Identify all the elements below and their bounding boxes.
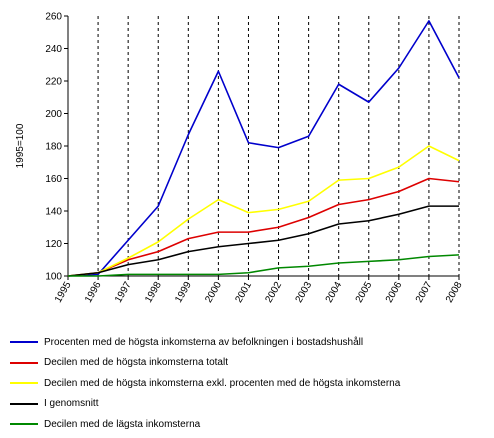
legend: Procenten med de högsta inkomsterna av b… [10,332,490,435]
legend-item-3: Decilen med de högsta inkomsterna exkl. … [10,373,490,394]
y-tick-label: 160 [45,174,62,185]
legend-item-1: Procenten med de högsta inkomsterna av b… [10,332,490,353]
y-tick-label: 140 [45,207,62,218]
series-line-3 [67,145,460,277]
legend-swatch [10,402,38,405]
y-tick-label: 180 [45,142,62,153]
x-tick-label: 2000 [203,280,224,305]
x-tick-label: 2005 [354,280,375,305]
x-tick-label: 1998 [143,280,164,305]
y-tick-label: 220 [45,77,62,88]
legend-label: Decilen med de lägsta inkomsterna [44,418,201,430]
y-tick-label: 100 [45,272,62,283]
x-axis-ticks: 1995 1996 1997 1998 1999 2000 2001 2002 2003 2004… [53,276,465,305]
series-line-5 [68,254,460,277]
y-tick-label: 120 [45,239,62,250]
series-line-1 [67,20,460,277]
axes [67,16,459,277]
x-tick-label: 1996 [83,280,104,305]
x-tick-label: 2004 [324,280,345,305]
x-tick-label: 2003 [294,280,315,305]
x-tick-label: 2007 [414,280,435,305]
y-axis-ticks: 100 120 140 160 180 200 220 240 260 [45,12,68,283]
line-chart: 100 120 140 160 180 200 220 240 260 1995 1996 1997… [15,12,465,305]
x-tick-label: 1995 [53,280,74,305]
y-axis-label: 1995=100 [15,123,26,168]
x-tick-label: 1999 [173,280,194,305]
legend-label: I genomsnitt [44,398,99,410]
x-tick-label: 2002 [263,280,284,305]
legend-label: Procenten med de högsta inkomsterna av b… [44,336,364,348]
legend-item-5: Decilen med de lägsta inkomsterna [10,414,490,435]
series-line-4 [67,205,459,277]
series-line-2 [67,177,460,277]
y-tick-label: 240 [45,44,62,55]
x-tick-label: 2001 [233,280,254,305]
legend-swatch [10,341,38,344]
legend-swatch [10,423,38,426]
y-tick-label: 260 [45,12,62,23]
legend-item-4: I genomsnitt [10,394,490,415]
legend-label: Decilen med de högsta inkomsterna exkl. … [44,377,401,389]
series-lines [67,20,460,277]
legend-item-2: Decilen med de högsta inkomsterna totalt [10,353,490,374]
grid-lines [97,16,460,276]
x-tick-label: 2006 [384,280,405,305]
x-tick-label: 2008 [444,280,465,305]
x-tick-label: 1997 [113,280,134,305]
y-tick-label: 200 [45,109,62,120]
legend-label: Decilen med de högsta inkomsterna totalt [44,357,228,369]
legend-swatch [10,382,38,385]
legend-swatch [10,361,38,364]
